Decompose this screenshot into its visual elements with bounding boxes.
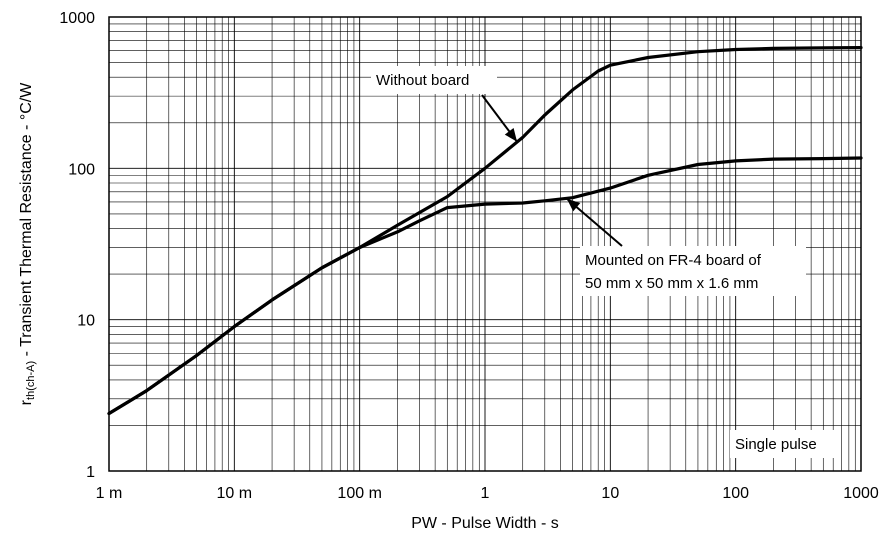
y-tick-label: 1000 bbox=[59, 10, 95, 27]
annotation-text: Mounted on FR-4 board of bbox=[585, 252, 762, 269]
x-tick-label: 1 m bbox=[96, 485, 123, 502]
y-axis-label-prefix: r bbox=[18, 399, 35, 405]
y-axis-label-subscript: th(ch-A) bbox=[25, 361, 37, 400]
series-layer bbox=[107, 46, 863, 416]
grid bbox=[108, 17, 861, 472]
pulse-note: Single pulse bbox=[730, 430, 838, 458]
series-line-fr4-board bbox=[107, 156, 863, 416]
annotation-text: 50 mm x 50 mm x 1.6 mm bbox=[585, 275, 758, 292]
fr4-note: Mounted on FR-4 board of 50 mm x 50 mm x … bbox=[566, 197, 806, 296]
x-tick-label: 100 m bbox=[337, 485, 381, 502]
annotation-box bbox=[730, 430, 838, 458]
annotation-arrow-head bbox=[504, 127, 517, 142]
without-board-note: Without board bbox=[371, 66, 518, 143]
x-tick-label: 10 m bbox=[217, 485, 253, 502]
y-tick-label: 100 bbox=[68, 161, 95, 178]
y-axis-label: rth(ch-A) - Transient Thermal Resistance… bbox=[18, 82, 37, 406]
x-tick-label: 10 bbox=[601, 485, 619, 502]
annotation-box bbox=[371, 66, 497, 94]
annotation-text: Single pulse bbox=[735, 436, 817, 453]
x-tick-label: 1 bbox=[481, 485, 490, 502]
annotation-layer: Without board Mounted on FR-4 board of 50 … bbox=[371, 66, 838, 458]
y-tick-label: 10 bbox=[77, 313, 95, 330]
x-tick-label: 100 bbox=[722, 485, 749, 502]
annotation-arrow-head bbox=[566, 198, 581, 212]
y-tick-label: 1 bbox=[86, 464, 95, 481]
plot-frame bbox=[108, 16, 862, 472]
x-tick-labels: 1 m 10 m 100 m 1 10 100 1000 bbox=[96, 485, 879, 502]
y-tick-labels: 1 10 100 1000 bbox=[59, 10, 95, 481]
y-axis-label-suffix: - Transient Thermal Resistance - °C/W bbox=[18, 82, 35, 361]
annotation-box bbox=[580, 246, 806, 296]
x-tick-label: 1000 bbox=[843, 485, 879, 502]
x-axis-label: PW - Pulse Width - s bbox=[411, 515, 559, 532]
annotation-text: Without board bbox=[376, 72, 469, 89]
